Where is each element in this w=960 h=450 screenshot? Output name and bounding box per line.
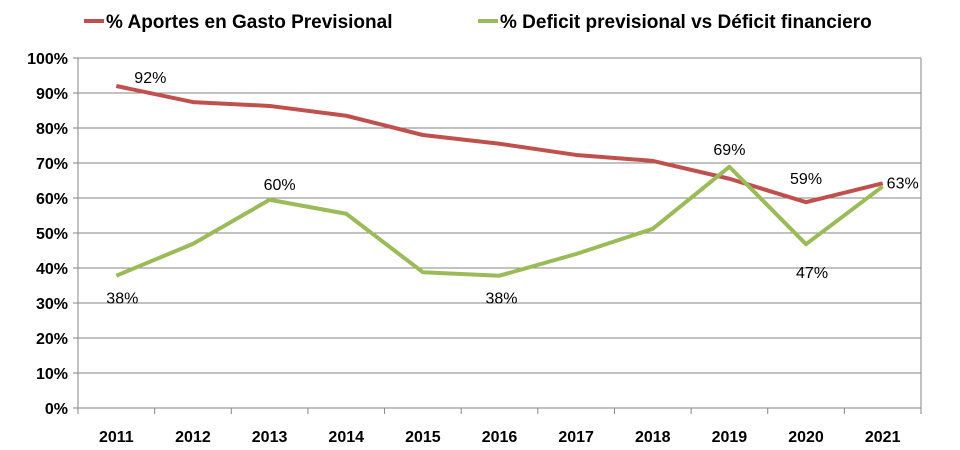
y-tick-label: 50% [36,226,68,243]
x-tick-label: 2018 [635,429,671,446]
x-tick-label: 2015 [405,429,441,446]
legend-label: % Aportes en Gasto Previsional [106,12,393,33]
series-line-2 [115,164,884,278]
data-label: 92% [134,70,166,87]
y-tick-label: 0% [45,401,68,418]
x-tick-label: 2021 [865,429,901,446]
x-tick-label: 2012 [175,429,211,446]
data-label: 38% [485,291,517,308]
y-tick-label: 90% [36,86,68,103]
legend-label: % Deficit previsional vs Déficit financi… [500,12,872,33]
x-tick-label: 2014 [328,429,364,446]
y-tick-label: 80% [36,121,68,138]
x-tick-label: 2013 [252,429,288,446]
data-label: 69% [713,142,745,159]
y-tick-label: 70% [36,156,68,173]
data-label: 59% [790,171,822,188]
y-tick-label: 30% [36,296,68,313]
y-tick-label: 20% [36,331,68,348]
data-label: 47% [796,265,828,282]
x-tick-label: 2017 [558,429,594,446]
x-tick-label: 2011 [99,429,134,446]
y-tick-label: 60% [36,191,68,208]
x-tick-label: 2016 [482,429,518,446]
x-tick-label: 2020 [788,429,824,446]
series-line-1 [115,84,884,205]
y-tick-label: 40% [36,261,68,278]
data-label: 60% [264,177,296,194]
data-label: 63% [887,175,919,192]
y-tick-label: 10% [36,366,68,383]
data-label: 38% [106,291,138,308]
y-tick-label: 100% [27,51,68,68]
x-tick-label: 2019 [712,429,748,446]
